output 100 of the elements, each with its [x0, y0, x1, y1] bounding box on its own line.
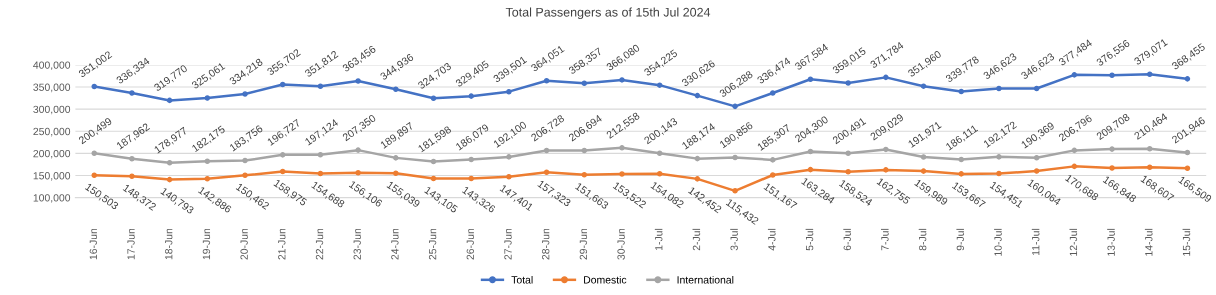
point	[883, 167, 889, 173]
point	[920, 154, 927, 160]
y-tick-label: 200,000	[33, 149, 71, 159]
chart-title: Total Passengers as of 15th Jul 2024	[505, 7, 711, 20]
point	[845, 168, 851, 175]
x-tick-label: 1-Jul	[654, 228, 663, 250]
point	[393, 170, 399, 177]
x-tick-label: 7-Jul	[881, 228, 889, 251]
point	[129, 173, 135, 180]
point	[958, 171, 965, 177]
x-tick-label: 13-Jul	[1107, 228, 1115, 256]
point	[468, 156, 474, 163]
y-tick-label: 400,000	[33, 61, 71, 71]
x-tick-label: 30-Jun	[617, 228, 625, 260]
point	[732, 154, 738, 161]
point	[845, 80, 851, 86]
point	[1146, 164, 1153, 171]
point	[769, 172, 776, 178]
point	[732, 103, 738, 110]
x-tick-label: 24-Jun	[391, 228, 399, 260]
x-tick-label: 26-Jun	[466, 228, 474, 260]
x-tick-label: 19-Jun	[202, 228, 211, 260]
x-tick-label: 5-Jul	[805, 228, 814, 251]
legend-label: Domestic	[584, 275, 627, 284]
point	[430, 158, 437, 165]
legend-label: International	[677, 275, 734, 284]
x-tick-label: 23-Jun	[353, 228, 361, 260]
x-tick-label: 9-Jul	[956, 228, 965, 251]
x-tick-label: 16-Jun	[89, 228, 98, 260]
point	[355, 170, 361, 176]
point	[91, 83, 98, 90]
point	[91, 172, 98, 179]
point	[393, 86, 399, 93]
point	[279, 168, 286, 175]
x-tick-label: 14-Jul	[1144, 228, 1153, 256]
point	[920, 168, 927, 174]
point	[1146, 71, 1153, 77]
point	[581, 172, 588, 178]
x-tick-label: 6-Jul	[843, 228, 851, 251]
point	[279, 152, 286, 158]
y-tick-label: 350,000	[33, 83, 71, 93]
point	[166, 176, 173, 183]
point	[920, 83, 927, 89]
point	[543, 147, 550, 154]
point	[807, 148, 814, 155]
point	[543, 169, 550, 176]
point	[694, 176, 701, 182]
x-tick-label: 29-Jun	[579, 228, 588, 260]
point	[1071, 147, 1078, 154]
point	[506, 154, 512, 160]
point	[242, 91, 248, 97]
point	[1109, 165, 1115, 171]
point	[883, 146, 889, 153]
x-tick-label: 3-Jul	[730, 228, 738, 251]
point	[656, 170, 663, 177]
point	[166, 97, 173, 104]
x-tick-label: 2-Jul	[692, 228, 701, 251]
x-tick-label: 17-Jun	[127, 228, 135, 260]
point	[732, 188, 738, 194]
point	[317, 83, 324, 90]
point	[656, 82, 663, 88]
point	[1033, 85, 1040, 92]
point	[807, 166, 814, 173]
x-tick-label: 8-Jul	[918, 228, 927, 251]
point	[958, 156, 965, 163]
x-tick-label: 18-Jun	[165, 228, 173, 260]
x-tick-label: 15-Jul	[1182, 228, 1191, 256]
point	[204, 158, 211, 165]
point	[769, 90, 776, 96]
point	[355, 78, 361, 84]
point	[656, 150, 663, 157]
point	[317, 170, 324, 177]
y-tick-label: 150,000	[33, 172, 71, 181]
point	[1146, 145, 1153, 152]
point	[619, 77, 625, 83]
x-tick-label: 12-Jul	[1069, 228, 1078, 256]
y-tick-label: 250,000	[33, 127, 71, 137]
y-tick-label: 300,000	[33, 105, 71, 115]
point	[506, 173, 512, 180]
x-tick-label: 28-Jun	[542, 228, 550, 260]
point	[996, 154, 1002, 160]
point	[242, 157, 248, 164]
y-tick-label: 100,000	[33, 194, 71, 203]
point	[204, 95, 211, 101]
point	[430, 175, 437, 182]
point	[543, 78, 550, 84]
x-tick-label: 22-Jun	[315, 228, 324, 260]
point	[355, 147, 361, 153]
x-tick-label: 10-Jul	[994, 228, 1002, 256]
point	[129, 90, 135, 96]
point	[1109, 72, 1115, 79]
point	[1184, 76, 1191, 82]
point	[619, 145, 625, 151]
x-tick-label: 21-Jun	[278, 228, 286, 260]
x-tick-label: 25-Jun	[428, 228, 437, 260]
point	[807, 76, 814, 83]
point	[581, 147, 588, 154]
x-tick-label: 27-Jun	[504, 228, 512, 260]
point	[845, 150, 851, 156]
point	[694, 92, 701, 99]
